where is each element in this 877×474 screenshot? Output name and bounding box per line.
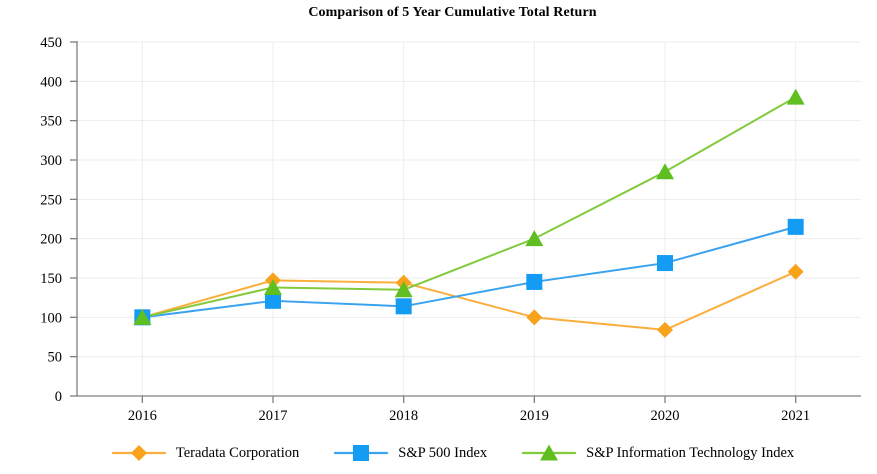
data-point-square-s-p-500-index — [787, 218, 804, 235]
y-tick-label: 50 — [48, 350, 63, 366]
legend-swatch-square-icon — [334, 445, 389, 461]
legend-label: S&P Information Technology Index — [586, 444, 795, 461]
y-tick-label: 400 — [40, 74, 62, 90]
data-point-triangle-s-p-information-technology-index — [133, 308, 152, 325]
x-tick-label: 2017 — [259, 408, 288, 424]
y-tick-label: 150 — [40, 271, 62, 287]
data-point-square-s-p-500-index — [657, 255, 673, 272]
data-point-triangle-s-p-information-technology-index — [394, 281, 413, 298]
data-point-triangle-s-p-information-technology-index — [786, 88, 805, 105]
x-tick-label: 2020 — [651, 408, 680, 424]
y-tick-label: 100 — [40, 310, 62, 326]
x-tick-label: 2016 — [128, 408, 157, 424]
legend-diamond-icon — [130, 445, 147, 461]
series-line-teradata-corporation — [141, 270, 797, 331]
y-tick-label: 250 — [40, 192, 62, 208]
data-point-diamond-teradata-corporation — [787, 263, 804, 280]
legend-swatch-triangle-icon — [522, 444, 577, 461]
chart-legend: Teradata Corporation S&P 500 Index S&P Inf… — [14, 441, 877, 465]
data-point-triangle-s-p-information-technology-index — [264, 278, 282, 295]
legend-triangle-icon — [540, 444, 559, 461]
data-point-triangle-s-p-information-technology-index — [525, 230, 544, 247]
chart-title: Comparison of 5 Year Cumulative Total Re… — [308, 5, 597, 20]
legend-swatch-diamond-icon — [111, 445, 166, 461]
y-tick-label: 300 — [40, 153, 62, 169]
data-point-diamond-teradata-corporation — [657, 321, 673, 338]
x-tick-label: 2021 — [781, 408, 810, 424]
legend-label: S&P 500 Index — [398, 444, 488, 461]
data-point-square-s-p-500-index — [265, 292, 281, 309]
data-point-square-s-p-500-index — [526, 273, 543, 290]
y-tick-label: 350 — [40, 114, 62, 130]
legend-square-icon — [353, 445, 370, 461]
series-line-s-p-500-index — [141, 225, 797, 319]
series-line-s-p-information-technology-index — [141, 96, 797, 319]
y-tick-label: 0 — [55, 389, 62, 405]
legend-label: Teradata Corporation — [175, 444, 300, 461]
data-point-diamond-teradata-corporation — [526, 309, 543, 326]
data-point-square-s-p-500-index — [395, 298, 412, 315]
legend-item-teradata-corporation: Teradata Corporation — [111, 443, 299, 463]
legend-item-s-p-information-technology-index: S&P Information Technology Index — [521, 443, 794, 463]
y-tick-label: 450 — [40, 35, 62, 51]
x-tick-label: 2018 — [389, 408, 418, 424]
x-tick-label: 2019 — [520, 408, 549, 424]
y-tick-label: 200 — [40, 232, 62, 248]
data-point-triangle-s-p-information-technology-index — [656, 163, 674, 180]
line-chart-plot: 0 50 100 150 200 250 300 350 400 450 2016 2017 2018 2… — [40, 35, 861, 424]
legend-item-s-p-500-index: S&P 500 Index — [333, 443, 487, 463]
